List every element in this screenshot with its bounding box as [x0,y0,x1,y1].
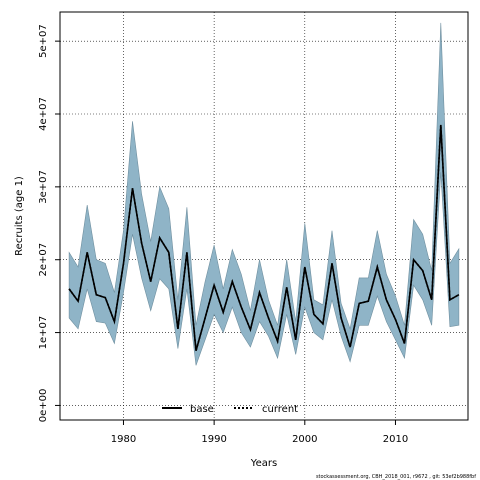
y-axis: 0e+00 1e+07 2e+07 3e+07 4e+07 5e+07 [38,24,60,422]
confidence-band [68,22,460,366]
legend-current-label: current [262,404,298,415]
x-tick-label: 2010 [383,434,408,445]
y-tick-label: 5e+07 [38,24,49,58]
x-axis: 1980 1990 2000 2010 [111,420,408,445]
confidence-band-area [68,22,460,366]
y-tick-label: 0e+00 [38,389,49,423]
series-lines [68,124,460,352]
series-line-current [68,124,460,352]
footnote: stockassessment.org, CBH_2018_001, r9672… [316,474,476,480]
legend-base-label: base [190,404,214,415]
y-tick-label: 1e+07 [38,316,49,350]
x-tick-label: 1990 [201,434,226,445]
legend: base current [162,404,298,415]
y-axis-title: Recruits (age 1) [14,176,25,256]
x-axis-title: Years [250,458,277,469]
y-tick-label: 2e+07 [38,243,49,277]
x-tick-label: 1980 [111,434,136,445]
y-tick-label: 4e+07 [38,97,49,131]
plot-frame [59,11,469,421]
y-tick-label: 3e+07 [38,170,49,204]
x-tick-label: 2000 [292,434,317,445]
grid [60,12,468,420]
